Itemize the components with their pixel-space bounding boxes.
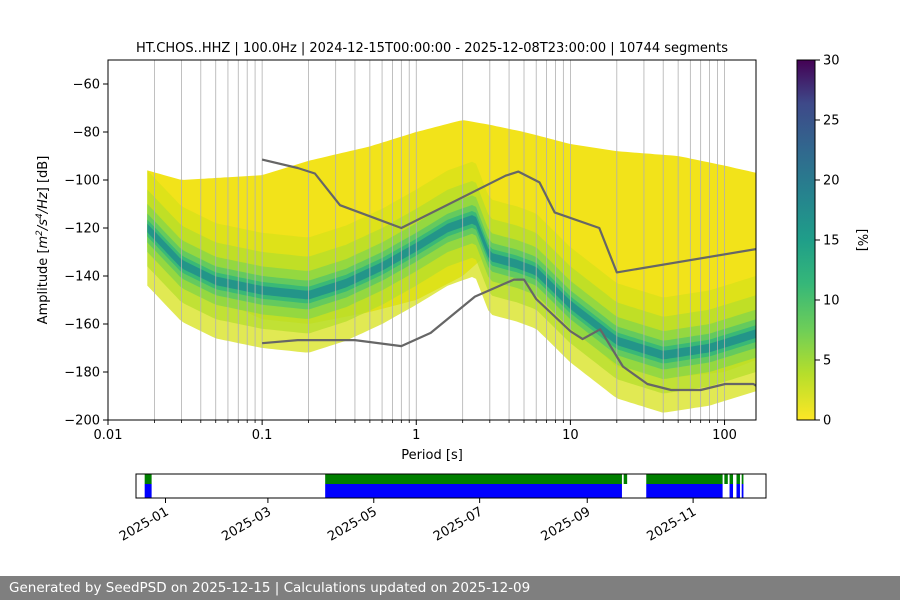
coverage-bar-upper	[736, 474, 740, 484]
grid	[107, 60, 725, 420]
colorbar-ticks: 0 5 10 15 20 25 30	[815, 54, 840, 429]
colorbar-tick-label: 0	[823, 414, 831, 429]
y-tick-label: −200	[64, 414, 100, 429]
x-tick-label: 0.01	[94, 428, 123, 443]
colorbar-tick-label: 20	[823, 174, 840, 189]
x-tick-label: 10	[562, 428, 579, 443]
colorbar-tick-label: 5	[823, 354, 831, 369]
timeline-tick-label: 2025-11	[645, 504, 700, 544]
density-band	[147, 211, 756, 364]
timeline-ticks: 2025-01 2025-03 2025-05 2025-07 2025-09 2025-…	[117, 498, 699, 545]
noise-model-lines	[261, 158, 756, 392]
timeline-tick-label: 2025-03	[219, 504, 274, 544]
timeline-tick-label: 2025-09	[539, 504, 594, 544]
coverage-bar-upper	[144, 474, 152, 484]
coverage-bar-upper	[741, 474, 744, 484]
coverage-bar-upper	[724, 474, 728, 484]
colorbar-tick-label: 30	[823, 54, 840, 69]
x-axis-ticks: 0.01 0.1 1 10 100	[94, 420, 737, 443]
psd-plot: 0.01 0.1 1 10 100 −60 −80 −100 −120 −140 −160 −180…	[35, 59, 757, 463]
coverage-bars	[144, 474, 744, 498]
coverage-bar-lower	[741, 484, 744, 498]
colorbar-tick-label: 10	[823, 294, 840, 309]
y-tick-label: −120	[64, 222, 100, 237]
y-axis-ticks: −60 −80 −100 −120 −140 −160 −180 −200	[64, 78, 108, 429]
colorbar-label: [%]	[854, 229, 869, 252]
colorbar-tick-label: 25	[823, 114, 840, 129]
coverage-bar-lower	[646, 484, 723, 498]
coverage-bar-lower	[736, 484, 740, 498]
low-noise-model-line	[262, 278, 756, 392]
x-tick-label: 0.1	[252, 428, 273, 443]
y-tick-label: −60	[73, 78, 100, 93]
coverage-bar-upper	[729, 474, 734, 484]
density-layer	[147, 120, 756, 413]
coverage-bar-upper	[646, 474, 723, 484]
plot-frame	[107, 59, 757, 421]
high-noise-model-line	[261, 158, 756, 274]
y-axis-label: Amplitude [m2/s4/Hz] [dB]	[35, 156, 51, 325]
colorbar-gradient	[796, 59, 816, 421]
y-tick-label: −180	[64, 366, 100, 381]
coverage-bar-upper	[623, 474, 628, 484]
timeline-tick-label: 2025-05	[325, 504, 380, 544]
y-tick-label: −160	[64, 318, 100, 333]
chart-title: HT.CHOS..HHZ | 100.0Hz | 2024-12-15T00:0…	[136, 41, 728, 56]
coverage-bar-lower	[144, 484, 152, 498]
x-tick-label: 1	[412, 428, 420, 443]
colorbar-tick-label: 15	[823, 234, 840, 249]
timeline-tick-label: 2025-01	[117, 504, 172, 544]
colorbar: 0 5 10 15 20 25 30 [%]	[796, 54, 869, 429]
timeline-tick-label: 2025-07	[431, 504, 486, 544]
y-tick-label: −80	[73, 126, 100, 141]
y-tick-label: −100	[64, 174, 100, 189]
density-band	[147, 215, 756, 360]
x-tick-label: 100	[712, 428, 737, 443]
coverage-bar-lower	[325, 484, 622, 498]
availability-timeline: 2025-01 2025-03 2025-05 2025-07 2025-09 2025-…	[117, 473, 767, 545]
coverage-bar-lower	[729, 484, 734, 498]
timeline-frame	[135, 473, 767, 499]
footer-note: Generated by SeedPSD on 2025-12-15 | Cal…	[0, 576, 900, 600]
x-axis-label: Period [s]	[401, 448, 463, 463]
y-tick-label: −140	[64, 270, 100, 285]
coverage-bar-upper	[325, 474, 622, 484]
